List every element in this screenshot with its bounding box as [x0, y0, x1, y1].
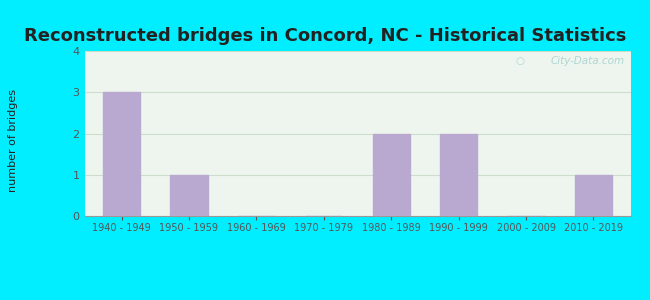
Text: Reconstructed bridges in Concord, NC - Historical Statistics: Reconstructed bridges in Concord, NC - H… [24, 27, 626, 45]
Text: number of bridges: number of bridges [8, 89, 18, 193]
Bar [440, 134, 477, 216]
Bar [170, 175, 207, 216]
Text: ○: ○ [516, 56, 525, 66]
Bar [372, 134, 410, 216]
Bar [575, 175, 612, 216]
Text: City-Data.com: City-Data.com [551, 56, 625, 66]
Bar [103, 92, 140, 216]
